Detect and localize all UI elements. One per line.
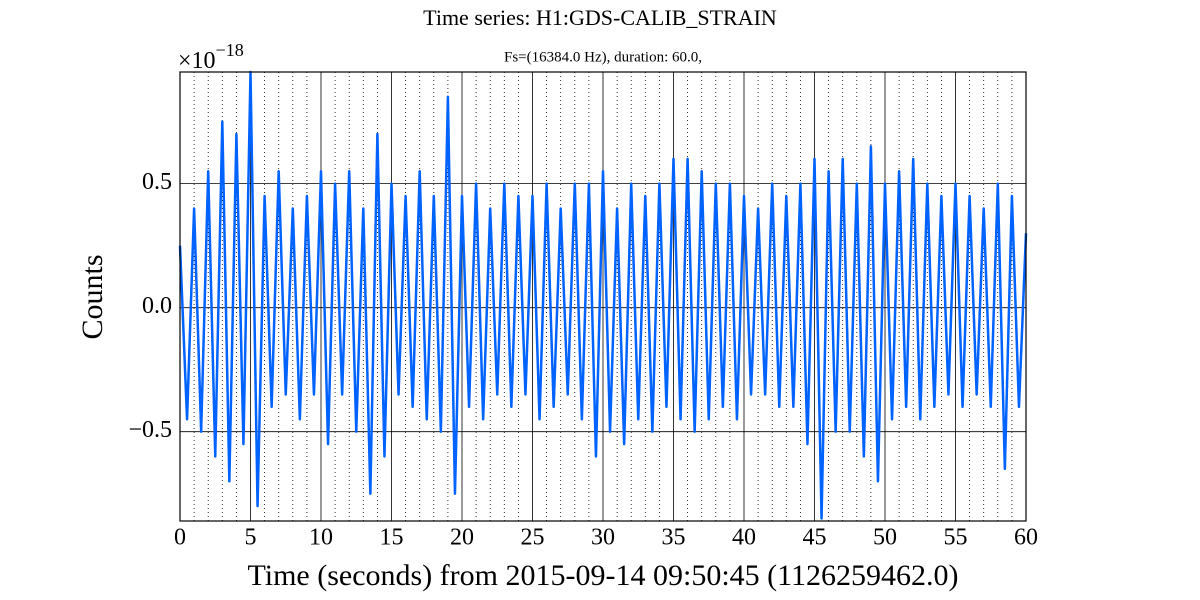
x-tick-label: 20	[450, 525, 474, 551]
x-tick-label: 35	[662, 525, 686, 551]
y-tick-label: −0.5	[128, 417, 172, 443]
x-tick-label: 15	[380, 525, 404, 551]
y-tick-label: 0.5	[142, 169, 172, 195]
x-tick-label: 10	[309, 525, 333, 551]
series-line	[178, 70, 1028, 520]
x-tick-label: 40	[732, 525, 756, 551]
x-tick-label: 60	[1014, 525, 1038, 551]
x-tick-label: 55	[944, 525, 968, 551]
offset-text: ×10−18	[178, 40, 244, 73]
x-tick-label: 30	[591, 525, 615, 551]
offset-exponent: −18	[216, 40, 244, 60]
y-axis-label: Counts	[76, 254, 109, 339]
x-tick-label: 0	[174, 525, 186, 551]
x-tick-label: 25	[521, 525, 545, 551]
offset-base: ×10	[178, 48, 216, 74]
x-tick-label: 50	[873, 525, 897, 551]
x-tick-label: 45	[803, 525, 827, 551]
x-tick-label: 5	[245, 525, 257, 551]
chart-title: Time series: H1:GDS-CALIB_STRAIN	[423, 5, 777, 30]
x-axis-label: Time (seconds) from 2015-09-14 09:50:45 …	[247, 559, 958, 592]
plot-frame	[179, 71, 1027, 522]
y-tick-label: 0.0	[142, 293, 172, 319]
chart-subtitle: Fs=(16384.0 Hz), duration: 60.0,	[504, 49, 702, 65]
